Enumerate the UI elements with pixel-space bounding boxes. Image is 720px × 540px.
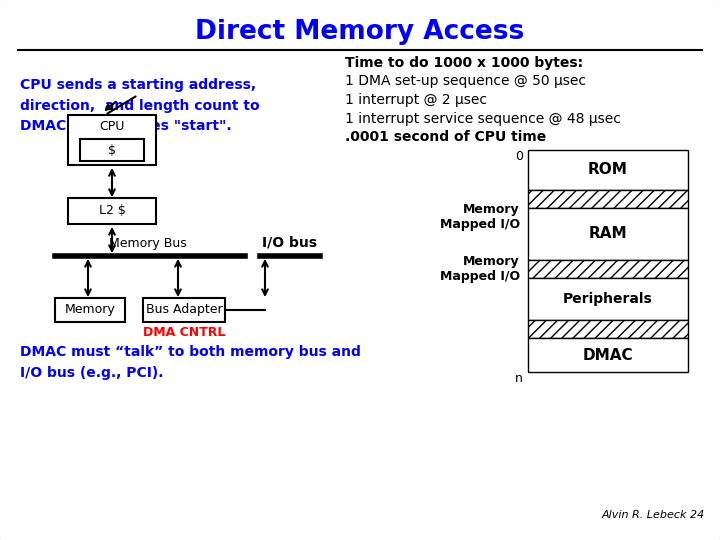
Text: 1 interrupt @ 2 μsec: 1 interrupt @ 2 μsec [345,93,487,107]
Text: Alvin R. Lebeck 24: Alvin R. Lebeck 24 [602,510,705,520]
Text: RAM: RAM [589,226,627,241]
Bar [143,298,225,322]
Bar [528,150,688,190]
Bar [528,208,688,260]
Text: Memory: Memory [65,303,115,316]
Bar [55,298,125,322]
Bar [528,338,688,372]
Text: Memory Bus: Memory Bus [109,237,187,250]
Text: CPU sends a starting address,
direction,  and length count to
DMAC. Then issues : CPU sends a starting address, direction,… [20,78,260,133]
Text: I/O bus: I/O bus [263,236,318,250]
Text: DMAC must “talk” to both memory bus and
I/O bus (e.g., PCI).: DMAC must “talk” to both memory bus and … [20,345,361,380]
Text: Memory
Mapped I/O: Memory Mapped I/O [440,255,520,283]
Bar [528,278,688,320]
Text: Bus Adapter: Bus Adapter [145,303,222,316]
Text: Peripherals: Peripherals [563,292,653,306]
Text: DMAC: DMAC [582,348,634,362]
Bar [528,320,688,338]
Text: .0001 second of CPU time: .0001 second of CPU time [345,130,546,144]
Text: DMA CNTRL: DMA CNTRL [143,326,225,339]
Text: $: $ [108,144,116,157]
Bar [68,198,156,224]
Text: Direct Memory Access: Direct Memory Access [195,19,525,45]
Text: ROM: ROM [588,163,628,178]
Text: Time to do 1000 x 1000 bytes:: Time to do 1000 x 1000 bytes: [345,56,583,70]
Bar [68,115,156,165]
Bar [528,190,688,208]
Text: Memory
Mapped I/O: Memory Mapped I/O [440,203,520,231]
Text: L2 $: L2 $ [99,205,125,218]
Text: 0: 0 [515,150,523,163]
Text: n: n [515,372,523,385]
Bar [528,260,688,278]
Text: 1 interrupt service sequence @ 48 μsec: 1 interrupt service sequence @ 48 μsec [345,112,621,126]
Text: CPU: CPU [99,120,125,133]
Bar [80,139,144,161]
Text: 1 DMA set-up sequence @ 50 μsec: 1 DMA set-up sequence @ 50 μsec [345,74,586,88]
